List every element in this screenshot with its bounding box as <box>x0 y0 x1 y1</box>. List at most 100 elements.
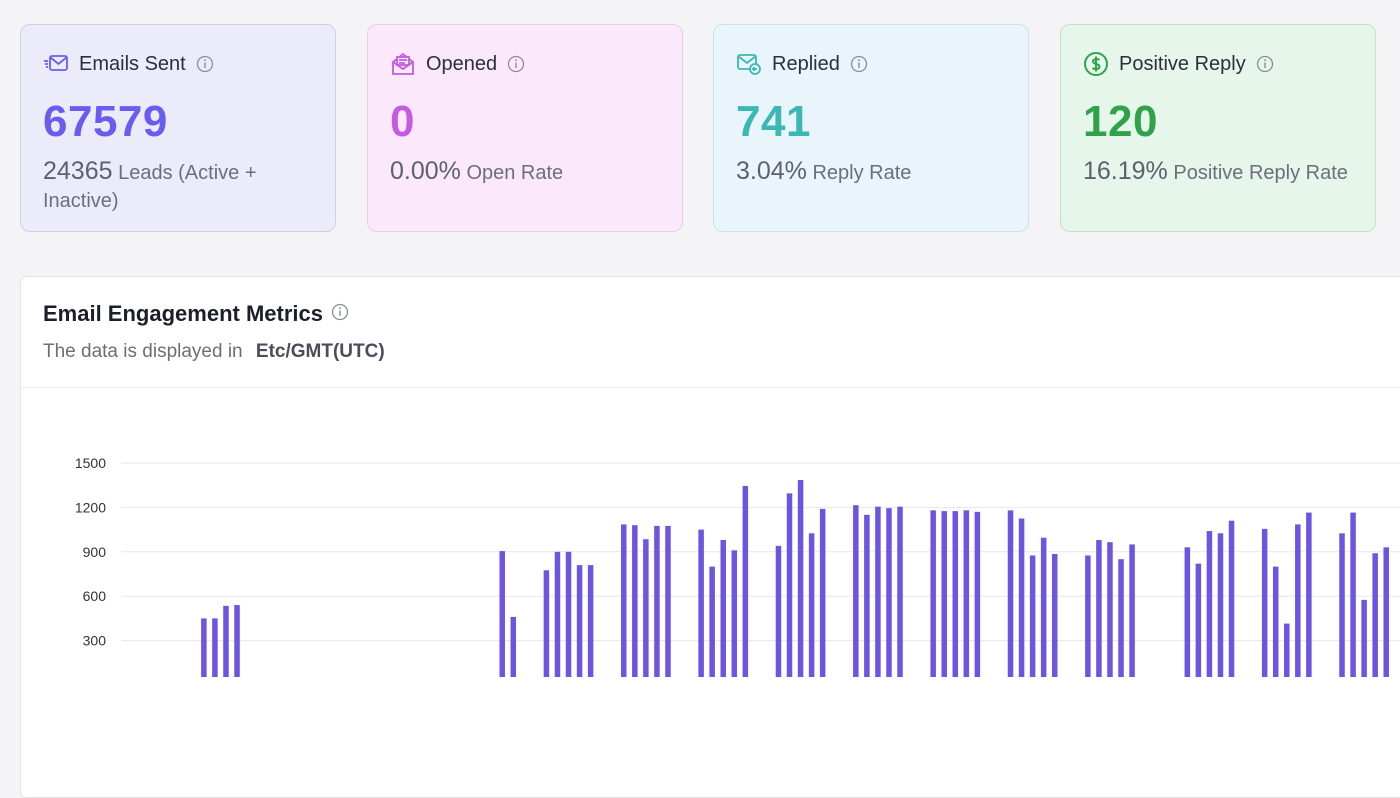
bar <box>1206 531 1213 677</box>
panel-title-text: Email Engagement Metrics <box>43 301 323 326</box>
bar <box>786 493 793 677</box>
card-value: 0 <box>390 97 415 146</box>
bar <box>554 551 561 677</box>
bar <box>1261 528 1268 677</box>
engagement-panel: Email Engagement Metrics The data is dis… <box>20 276 1400 798</box>
bar <box>1007 510 1014 677</box>
bar <box>1272 566 1279 677</box>
bar <box>499 551 505 677</box>
bar <box>1107 542 1113 677</box>
card-subtext: 16.19% Positive Reply Rate <box>1083 157 1353 187</box>
card-subtext: 24365 Leads (Active + Inactive) <box>43 157 313 215</box>
bar <box>930 510 936 677</box>
card-label: Replied <box>772 52 840 75</box>
card-value: 741 <box>736 97 811 146</box>
reply-mail-icon <box>736 51 762 77</box>
bar <box>742 485 749 677</box>
card-sub-label: Positive Reply Rate <box>1167 162 1348 184</box>
bar <box>720 539 726 677</box>
timezone-note: The data is displayed in Etc/GMT(UTC) <box>43 341 385 363</box>
bar <box>853 505 859 677</box>
divider <box>21 387 1400 388</box>
card-header: Replied <box>736 51 868 77</box>
bar <box>698 529 704 677</box>
bar <box>223 605 229 677</box>
bar <box>1040 537 1047 677</box>
card-sub-label: Open Rate <box>460 162 564 184</box>
card-value: 120 <box>1083 97 1158 146</box>
bar <box>632 525 638 677</box>
card-subtext: 0.00% Open Rate <box>390 157 660 187</box>
bar <box>775 545 782 677</box>
bar <box>875 506 881 677</box>
bar <box>808 533 815 677</box>
card-sub-label: Leads (Active + Inactive) <box>43 162 257 212</box>
bar <box>819 508 826 677</box>
bar <box>1085 555 1091 677</box>
bar <box>1372 553 1378 677</box>
card-subtext: 3.04% Reply Rate <box>736 157 1006 187</box>
info-icon[interactable] <box>507 55 525 73</box>
bar <box>543 570 550 677</box>
bar <box>1118 559 1124 677</box>
bar <box>1217 533 1224 677</box>
bar <box>1051 554 1058 677</box>
card-sub-label: Reply Rate <box>806 162 912 184</box>
y-tick-label: 900 <box>83 544 107 560</box>
bar <box>1339 533 1345 677</box>
bar <box>974 511 981 677</box>
card-sub-value: 3.04% <box>736 157 807 185</box>
bar <box>952 511 959 677</box>
bar <box>709 566 715 677</box>
card-header: Emails Sent <box>43 51 214 77</box>
bar <box>864 514 870 677</box>
bar <box>643 539 649 677</box>
card-header: Positive Reply <box>1083 51 1274 77</box>
bar <box>587 565 594 677</box>
bar <box>1361 599 1367 677</box>
info-icon[interactable] <box>196 55 214 73</box>
card-label: Positive Reply <box>1119 52 1246 75</box>
bar <box>1018 518 1025 677</box>
bar <box>621 524 627 677</box>
bar <box>510 616 517 677</box>
bar <box>1096 539 1102 677</box>
info-icon[interactable] <box>1256 55 1274 73</box>
engagement-bar-chart: 03006009001200150010 Dec12 Dec14 Dec16 D… <box>75 455 1400 677</box>
bar <box>212 618 218 677</box>
bar <box>665 525 671 677</box>
opened-card[interactable]: Opened 0 0.00% Open Rate <box>367 24 683 232</box>
card-label: Opened <box>426 52 498 75</box>
bar <box>797 480 804 677</box>
bar <box>1228 520 1235 677</box>
bar <box>731 550 738 677</box>
card-value: 67579 <box>43 97 168 146</box>
y-tick-label: 300 <box>83 633 107 649</box>
positive-reply-card[interactable]: Positive Reply 120 16.19% Positive Reply… <box>1060 24 1376 232</box>
bar <box>201 618 207 677</box>
card-sub-value: 24365 <box>43 157 113 185</box>
card-header: Opened <box>390 51 525 77</box>
timezone-value: Etc/GMT(UTC) <box>255 341 385 362</box>
dollar-circle-icon <box>1083 51 1109 77</box>
y-tick-label: 1200 <box>75 499 106 515</box>
replied-card[interactable]: Replied 741 3.04% Reply Rate <box>713 24 1029 232</box>
emails-sent-card[interactable]: Emails Sent 67579 24365 Leads (Active + … <box>20 24 336 232</box>
bar <box>1306 512 1312 677</box>
info-icon[interactable] <box>331 301 349 327</box>
bar <box>576 565 583 677</box>
card-label: Emails Sent <box>79 52 186 75</box>
bar <box>1184 547 1191 677</box>
y-tick-label: 1500 <box>75 455 106 471</box>
bar <box>1029 555 1036 677</box>
bar <box>886 508 892 677</box>
bar <box>897 506 903 677</box>
bar <box>1295 524 1301 677</box>
panel-title: Email Engagement Metrics <box>43 301 349 327</box>
bar <box>1195 563 1202 677</box>
info-icon[interactable] <box>850 55 868 73</box>
bar <box>565 551 572 677</box>
bar <box>1350 512 1356 677</box>
card-sub-value: 0.00% <box>390 157 461 185</box>
card-sub-value: 16.19% <box>1083 157 1168 185</box>
